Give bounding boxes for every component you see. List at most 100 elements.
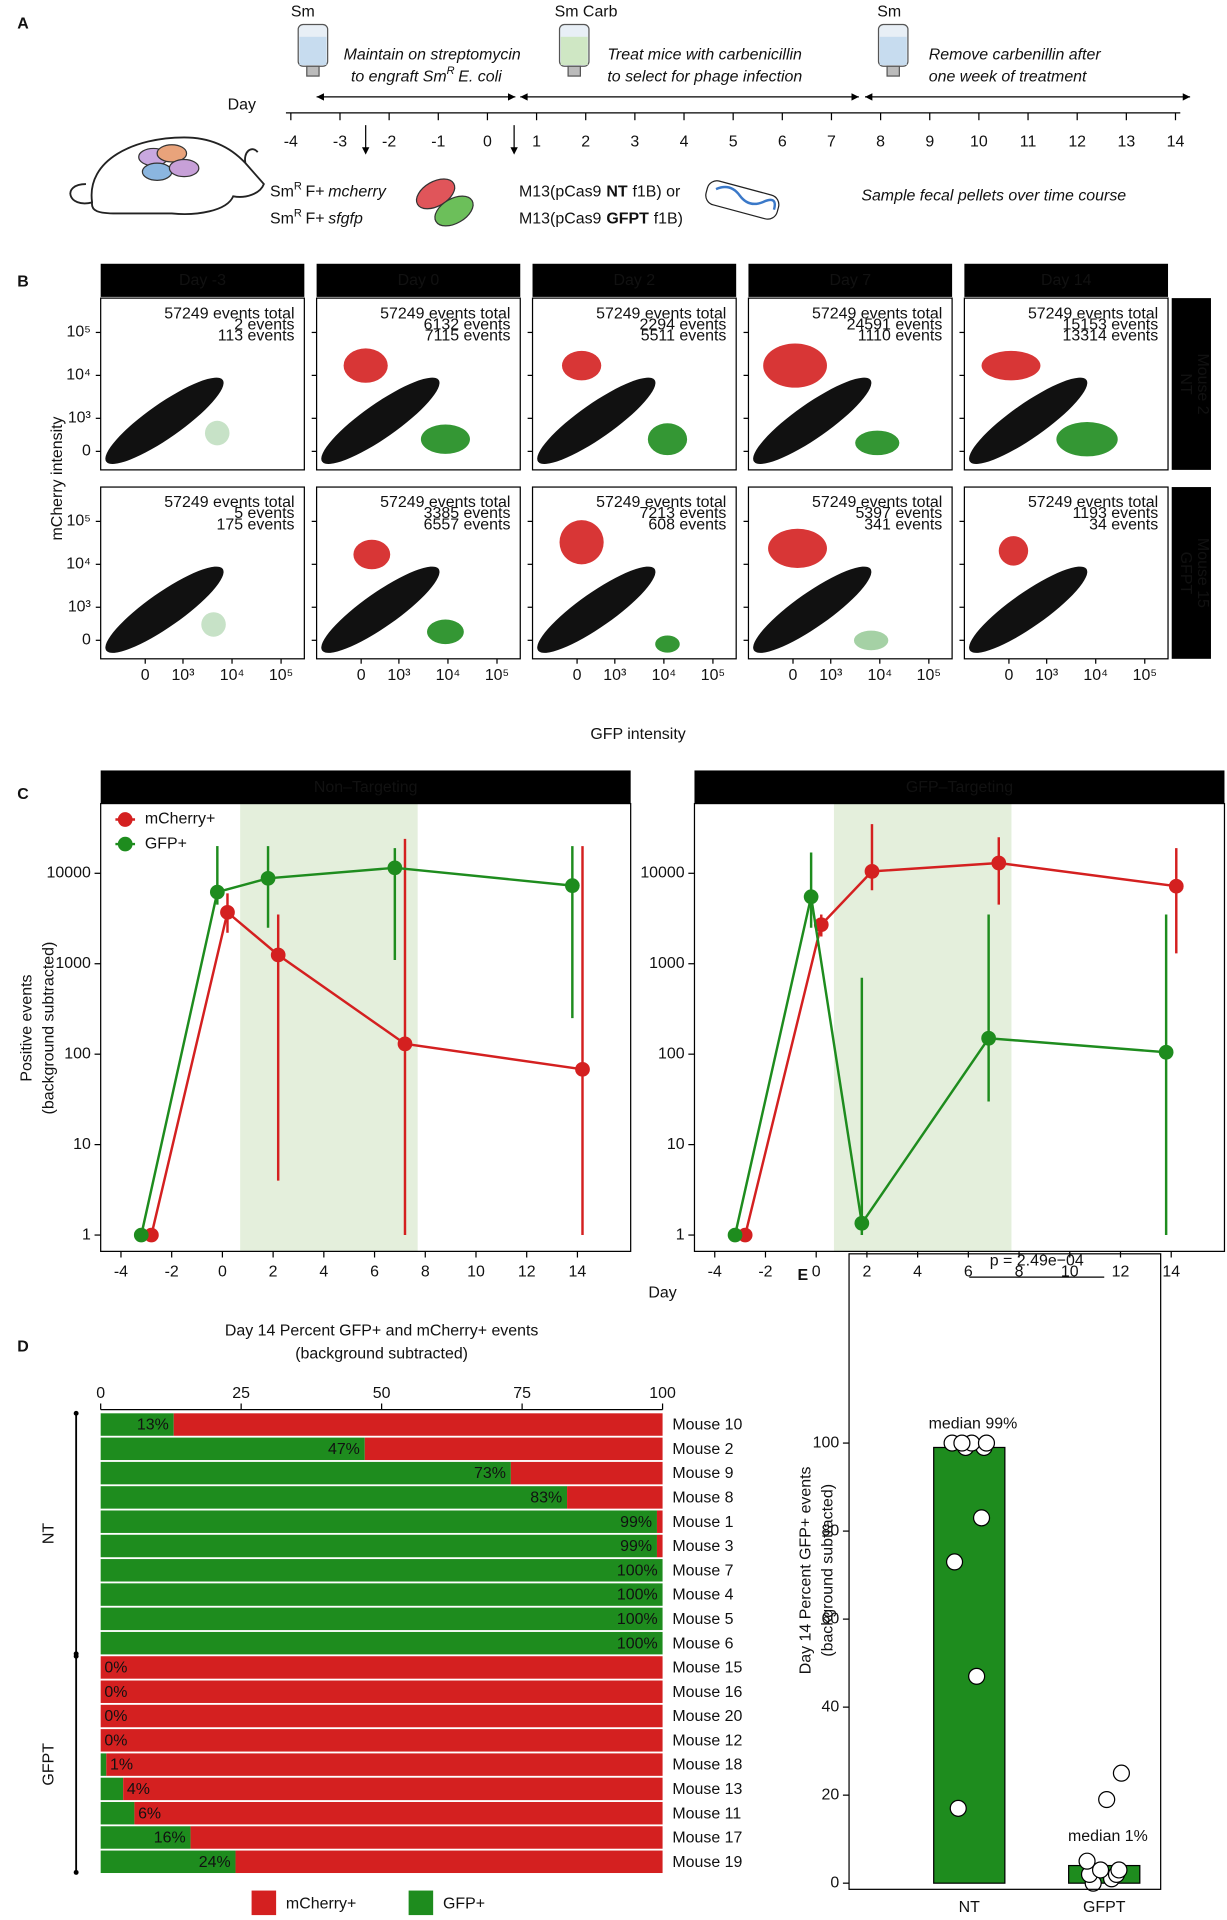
bar-segment xyxy=(100,1486,568,1509)
gfp-cloud xyxy=(427,619,464,645)
median-point xyxy=(991,855,1007,871)
bar-segment xyxy=(510,1461,663,1485)
arrow-head xyxy=(865,93,873,101)
bracket-end xyxy=(73,1653,79,1659)
y-tick-label: 40 xyxy=(822,1698,840,1715)
event-count: 5397 events xyxy=(855,505,942,522)
row-label: GFPT xyxy=(1177,552,1194,595)
value-label: 0% xyxy=(104,1708,127,1725)
x-tick-label: -4 xyxy=(114,1263,128,1280)
bar-segment xyxy=(100,1510,657,1533)
value-label: 1% xyxy=(110,1757,133,1774)
panel-label: D xyxy=(17,1338,29,1355)
axis-label: mCherry intensity xyxy=(49,416,66,540)
x-tick-label: 75 xyxy=(513,1385,531,1402)
point xyxy=(953,1434,971,1452)
x-tick-label: 0 xyxy=(812,1263,821,1280)
value-label: 100% xyxy=(617,1587,658,1604)
bar-segment xyxy=(100,1753,107,1776)
bar-segment xyxy=(100,1680,663,1703)
gfp-cloud xyxy=(855,430,900,456)
axis-label: (background subtracted) xyxy=(40,942,57,1115)
bar-segment xyxy=(100,1801,135,1825)
category-label: Mouse 7 xyxy=(672,1562,733,1579)
x-tick-label: 10 xyxy=(1061,1263,1079,1280)
event-count: 57249 events total xyxy=(164,305,294,322)
annotation: median 99% xyxy=(929,1416,1018,1433)
tick-label: -3 xyxy=(333,134,347,151)
value-label: 100% xyxy=(617,1611,658,1628)
y-tick-label: 80 xyxy=(822,1522,840,1539)
event-count: 7213 events xyxy=(640,505,727,522)
y-tick-label: 10000 xyxy=(47,864,91,881)
x-tick-label: 10³ xyxy=(171,667,194,684)
x-tick-label: GFPT xyxy=(1083,1899,1126,1916)
x-tick-label: 12 xyxy=(518,1263,536,1280)
event-count: 24591 events xyxy=(847,316,943,333)
row-label: Mouse 2 xyxy=(1194,353,1211,414)
event-count: 57249 events total xyxy=(380,305,510,322)
x-tick-label: 14 xyxy=(1162,1263,1180,1280)
value-label: 0% xyxy=(104,1660,127,1677)
event-count: 57249 events total xyxy=(596,494,726,511)
y-tick-label: 100 xyxy=(658,1045,685,1062)
category-label: Mouse 17 xyxy=(672,1830,742,1847)
tick-label: -4 xyxy=(284,134,298,151)
x-tick-label: 0 xyxy=(141,667,150,684)
text-part: R xyxy=(294,180,302,192)
text-part: one week of treatment xyxy=(929,68,1087,85)
x-tick-label: 6 xyxy=(370,1263,379,1280)
text-part: f1B) xyxy=(654,211,683,228)
bracket-end xyxy=(73,1869,79,1875)
text-part: to select for phage infection xyxy=(607,68,802,85)
bar xyxy=(933,1446,1006,1884)
median-point xyxy=(813,917,829,933)
category-label: Mouse 20 xyxy=(672,1708,742,1725)
arrow-head xyxy=(851,93,859,101)
row-strip xyxy=(1171,487,1211,659)
y-tick-label: 10000 xyxy=(640,864,684,881)
category-label: Mouse 13 xyxy=(672,1781,742,1798)
text-part: GFPT xyxy=(606,211,649,228)
category-label: Mouse 2 xyxy=(672,1441,733,1458)
bar-segment xyxy=(134,1801,663,1825)
value-label: 6% xyxy=(138,1805,161,1822)
event-cloud xyxy=(537,377,656,464)
gfp-cloud xyxy=(201,612,226,637)
category-label: Mouse 9 xyxy=(672,1465,733,1482)
bar-segment xyxy=(100,1437,365,1461)
text-part: Sm xyxy=(270,184,294,201)
median-point xyxy=(220,904,235,920)
phase-text: Maintain on streptomycin xyxy=(344,46,521,63)
text-part: M13(pCas9 xyxy=(519,184,602,201)
panel-label: B xyxy=(17,273,29,290)
drug-label: Sm xyxy=(291,3,315,20)
value-label: 13% xyxy=(137,1417,169,1434)
value-label: 100% xyxy=(617,1635,658,1652)
bar-segment xyxy=(100,1777,124,1801)
group-label: GFPT xyxy=(40,1743,57,1786)
tick-label: 12 xyxy=(1068,134,1086,151)
event-count: 57249 events total xyxy=(596,305,726,322)
chart-title: GFP–Targeting xyxy=(906,779,1013,796)
strip-label: Day 7 xyxy=(829,272,871,289)
x-tick-label: 100 xyxy=(649,1385,676,1402)
x-tick-label: 10⁵ xyxy=(1133,667,1157,684)
chart-title: (background subtracted) xyxy=(295,1346,468,1363)
text-part: M13(pCas9 xyxy=(519,211,602,228)
tick-label: 3 xyxy=(630,134,639,151)
phase-text: Treat mice with carbenicillin xyxy=(607,46,802,63)
highlight xyxy=(833,803,1012,1252)
axis-label: (background subtracted) xyxy=(819,1484,836,1657)
bottle-liquid xyxy=(560,36,588,66)
arrow-head xyxy=(361,147,370,155)
event-cloud xyxy=(753,377,872,464)
x-tick-label: 0 xyxy=(357,667,366,684)
text-part: R xyxy=(447,65,455,77)
strip-label: Day 14 xyxy=(1041,272,1092,289)
drug-label: Sm xyxy=(877,3,901,20)
legend-label: GFP+ xyxy=(443,1895,485,1912)
event-count: 57249 events total xyxy=(812,494,942,511)
x-tick-label: 10⁴ xyxy=(220,667,245,684)
bar-segment xyxy=(100,1704,663,1728)
